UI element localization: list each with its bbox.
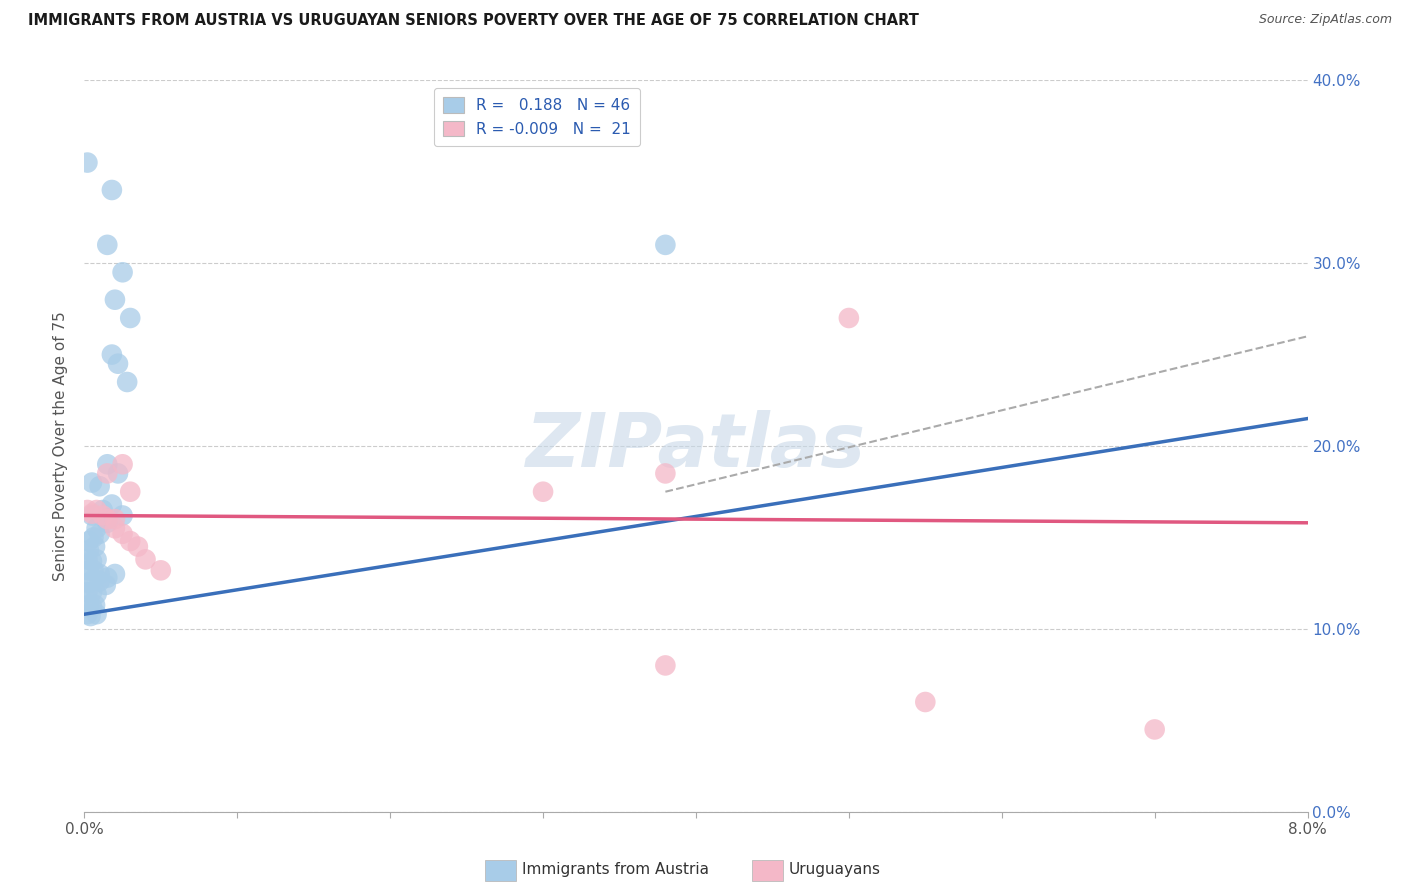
- Point: [120, 534, 142, 549]
- Point: [80, 585, 103, 599]
- Text: Source: ZipAtlas.com: Source: ZipAtlas.com: [1258, 13, 1392, 27]
- Point: [83, 563, 105, 577]
- Point: [91, 503, 114, 517]
- Point: [531, 484, 554, 499]
- Point: [76, 503, 98, 517]
- Point: [96, 516, 118, 530]
- Point: [83, 573, 105, 587]
- Point: [91, 508, 114, 523]
- Point: [96, 467, 118, 481]
- Point: [86, 552, 108, 566]
- Point: [76, 607, 98, 622]
- Point: [1143, 723, 1166, 737]
- Point: [94, 578, 117, 592]
- Point: [104, 521, 127, 535]
- Point: [111, 265, 134, 279]
- Point: [96, 238, 118, 252]
- Point: [120, 311, 142, 326]
- Point: [84, 540, 107, 554]
- Text: IMMIGRANTS FROM AUSTRIA VS URUGUAYAN SENIORS POVERTY OVER THE AGE OF 75 CORRELAT: IMMIGRANTS FROM AUSTRIA VS URUGUAYAN SEN…: [28, 13, 920, 29]
- Point: [86, 587, 108, 601]
- Point: [86, 521, 108, 535]
- Point: [86, 503, 108, 517]
- Point: [86, 607, 108, 622]
- Point: [111, 508, 134, 523]
- Point: [107, 357, 129, 371]
- Point: [89, 574, 111, 589]
- Point: [101, 183, 124, 197]
- Y-axis label: Seniors Poverty Over the Age of 75: Seniors Poverty Over the Age of 75: [53, 311, 69, 581]
- Point: [101, 348, 124, 362]
- Point: [104, 512, 127, 526]
- Point: [654, 658, 676, 673]
- Point: [101, 498, 124, 512]
- Point: [76, 552, 98, 566]
- Point: [654, 467, 676, 481]
- Point: [80, 507, 103, 521]
- Point: [104, 567, 127, 582]
- Point: [80, 554, 103, 568]
- Point: [838, 311, 860, 326]
- Point: [76, 585, 98, 599]
- Point: [76, 155, 98, 169]
- Point: [115, 375, 138, 389]
- Point: [96, 458, 118, 472]
- Point: [107, 467, 129, 481]
- Point: [77, 563, 100, 577]
- Point: [96, 512, 118, 526]
- Point: [111, 526, 134, 541]
- Point: [120, 484, 142, 499]
- Text: ZIPatlas: ZIPatlas: [526, 409, 866, 483]
- Point: [89, 526, 111, 541]
- Point: [80, 475, 103, 490]
- Point: [83, 530, 105, 544]
- Point: [111, 458, 134, 472]
- Text: Uruguayans: Uruguayans: [789, 863, 880, 877]
- Text: Immigrants from Austria: Immigrants from Austria: [522, 863, 709, 877]
- Point: [89, 567, 111, 582]
- Point: [77, 576, 100, 591]
- Point: [149, 563, 172, 577]
- Point: [127, 540, 149, 554]
- Point: [135, 552, 157, 566]
- Point: [80, 508, 103, 523]
- Legend: R =   0.188   N = 46, R = -0.009   N =  21: R = 0.188 N = 46, R = -0.009 N = 21: [433, 88, 640, 146]
- Point: [89, 479, 111, 493]
- Point: [96, 571, 118, 585]
- Point: [654, 238, 676, 252]
- Point: [77, 598, 100, 612]
- Point: [77, 543, 100, 558]
- Point: [80, 599, 103, 614]
- Point: [77, 534, 100, 549]
- Point: [104, 293, 127, 307]
- Point: [84, 598, 107, 612]
- Point: [79, 609, 101, 624]
- Point: [914, 695, 936, 709]
